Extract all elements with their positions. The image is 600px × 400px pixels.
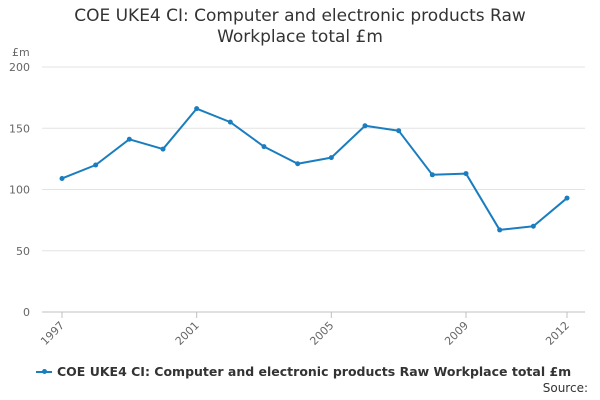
data-point[interactable] [530, 223, 536, 229]
x-tick-label: 2005 [307, 319, 336, 348]
legend[interactable]: COE UKE4 CI: Computer and electronic pro… [36, 364, 571, 379]
x-tick-label: 2009 [442, 319, 471, 348]
x-axis: 1997 2001 2005 2009 2012 [38, 312, 572, 348]
legend-label: COE UKE4 CI: Computer and electronic pro… [57, 364, 572, 379]
data-point[interactable] [429, 172, 435, 178]
y-tick-label: 100 [9, 184, 30, 197]
data-point[interactable] [362, 123, 368, 129]
series-layer [59, 106, 570, 233]
data-point[interactable] [126, 136, 132, 142]
y-tick-label: 50 [16, 245, 30, 258]
data-point[interactable] [295, 161, 301, 167]
x-tick-label: 1997 [38, 319, 67, 348]
y-tick-label: 0 [23, 306, 30, 319]
gridlines [42, 66, 585, 313]
data-point[interactable] [227, 119, 233, 125]
x-tick-label: 2001 [173, 319, 202, 348]
data-point[interactable] [463, 171, 469, 177]
data-point[interactable] [59, 175, 65, 181]
data-point[interactable] [328, 155, 334, 161]
data-point[interactable] [564, 195, 570, 201]
data-point[interactable] [396, 128, 402, 134]
x-tick-label: 2012 [543, 319, 572, 348]
data-point[interactable] [160, 146, 166, 152]
data-point[interactable] [497, 227, 503, 233]
chart-title-line-2: Workplace total £m [217, 27, 383, 47]
chart-title-line-1: COE UKE4 CI: Computer and electronic pro… [74, 6, 526, 26]
source-label: Source: [542, 381, 588, 395]
legend-line-marker-icon [36, 367, 52, 377]
chart-title: COE UKE4 CI: Computer and electronic pro… [0, 6, 600, 48]
data-point[interactable] [261, 144, 267, 150]
data-point[interactable] [194, 106, 200, 112]
y-tick-label: 150 [9, 122, 30, 135]
y-tick-label: 200 [9, 61, 30, 74]
y-axis: £m 0 50 100 150 200 [9, 46, 30, 319]
y-axis-unit-label: £m [12, 46, 30, 59]
data-point[interactable] [93, 162, 99, 168]
series-line [61, 107, 568, 231]
